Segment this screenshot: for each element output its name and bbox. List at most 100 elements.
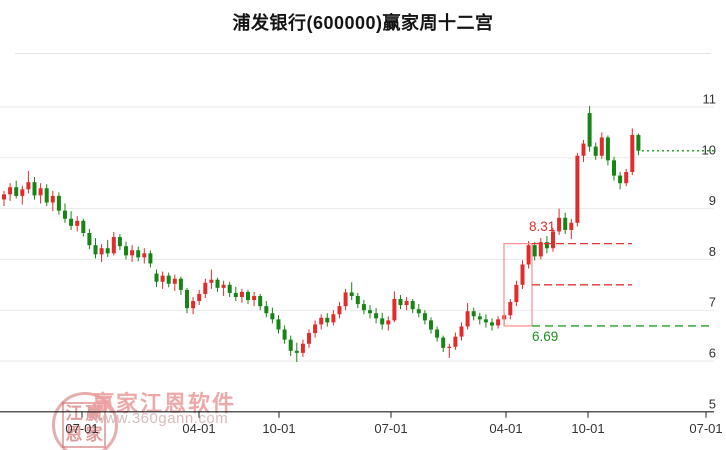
candle-down	[105, 248, 110, 254]
candle-up	[404, 301, 409, 306]
price-label: 8.31	[529, 219, 555, 234]
candle-up	[551, 231, 555, 249]
candle-up	[575, 155, 580, 223]
x-tick-label: 07-01	[689, 421, 722, 436]
candle-down	[148, 253, 153, 264]
y-tick-label: 8	[709, 244, 716, 259]
candle-down	[325, 317, 330, 323]
candle-down	[276, 319, 281, 330]
candle-up	[319, 317, 324, 325]
candle-up	[557, 217, 562, 232]
candle-up	[197, 293, 202, 302]
candle-down	[471, 311, 476, 317]
candle-down	[563, 217, 568, 230]
x-tick-label: 04-01	[489, 421, 522, 436]
candle-up	[203, 282, 208, 294]
candle-down	[368, 310, 372, 314]
candle-down	[178, 278, 183, 290]
candle-up	[221, 284, 226, 288]
x-tick-label: 07-01	[374, 421, 407, 436]
candle-up	[142, 253, 147, 258]
candle-down	[532, 245, 537, 257]
candle-down	[294, 350, 299, 353]
candle-down	[587, 113, 592, 147]
candle-down	[361, 304, 366, 311]
candle-down	[483, 319, 488, 323]
candle-up	[508, 302, 513, 316]
candle-down	[477, 316, 482, 320]
watermark-seal-icon: 江 赢 恩 家	[52, 392, 118, 450]
candle-up	[26, 182, 31, 190]
candle-up	[538, 242, 543, 257]
candle-down	[227, 284, 232, 293]
candle-up	[630, 134, 635, 173]
x-tick-label: 10-01	[262, 421, 295, 436]
candle-down	[380, 318, 385, 325]
candle-down	[185, 289, 189, 309]
candle-down	[612, 160, 616, 176]
candle-up	[75, 220, 80, 226]
candle-up	[191, 301, 196, 309]
candle-up	[111, 237, 116, 254]
y-tick-label: 6	[709, 346, 716, 361]
candle-down	[56, 195, 61, 211]
chart-title: 浦发银行(600000)赢家周十二宫	[232, 13, 494, 33]
candle-down	[429, 320, 433, 330]
candle-down	[93, 245, 98, 255]
seal-char: 江	[65, 404, 83, 424]
candle-down	[355, 295, 360, 305]
candle-up	[569, 222, 574, 230]
candle-down	[246, 291, 250, 301]
x-tick-label: 04-01	[182, 421, 215, 436]
candle-down	[288, 339, 293, 351]
candle-down	[398, 299, 403, 306]
candle-up	[172, 278, 177, 284]
candle-up	[453, 336, 458, 347]
candle-down	[44, 188, 49, 203]
candle-down	[136, 250, 141, 258]
candle-down	[14, 187, 19, 196]
candle-down	[374, 313, 379, 319]
candle-up	[20, 189, 25, 196]
candle-down	[233, 292, 238, 297]
y-tick-label: 10	[702, 142, 716, 157]
candle-up	[331, 314, 336, 323]
candle-up	[526, 245, 531, 265]
x-tick-label: 10-01	[571, 421, 604, 436]
title-separator	[15, 53, 711, 54]
candle-up	[343, 292, 348, 307]
candle-up	[50, 195, 55, 203]
candle-up	[313, 324, 318, 334]
candle-down	[410, 301, 415, 310]
watermark-site-url: www.360gann.com	[94, 410, 229, 427]
candle-down	[264, 306, 269, 314]
candle-down	[636, 134, 641, 151]
candle-down	[441, 337, 446, 348]
candle-up	[38, 188, 43, 196]
candle-down	[117, 237, 122, 247]
candle-up	[300, 343, 305, 353]
candle-up	[514, 284, 519, 303]
candle-up	[337, 306, 342, 315]
candle-down	[593, 146, 598, 156]
candle-down	[282, 329, 287, 340]
candle-up	[465, 311, 470, 327]
candle-down	[87, 232, 92, 246]
candle-down	[605, 137, 610, 161]
candle-up	[2, 194, 6, 200]
candle-up	[496, 319, 501, 326]
candle-down	[544, 242, 549, 249]
candle-up	[307, 333, 311, 344]
candle-down	[349, 292, 354, 296]
candle-down	[32, 182, 37, 196]
candle-down	[435, 329, 440, 338]
candle-down	[416, 309, 421, 314]
candle-up	[392, 299, 397, 321]
candle-down	[81, 220, 86, 233]
candle-up	[8, 187, 13, 195]
x-tick-label: 07-01	[65, 421, 98, 436]
seal-char: 家	[85, 425, 103, 445]
candle-down	[270, 313, 275, 320]
